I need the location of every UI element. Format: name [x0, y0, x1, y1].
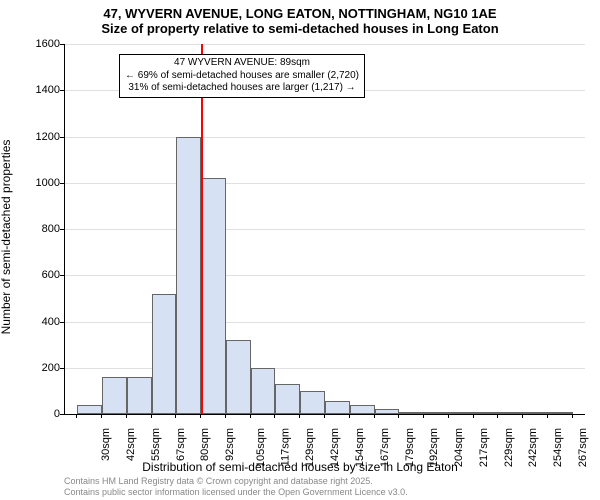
gridline	[65, 275, 585, 276]
y-tick-label: 0	[20, 408, 60, 420]
y-tick-label: 1000	[20, 177, 60, 189]
y-tick-mark	[60, 414, 64, 415]
histogram-bar	[226, 340, 251, 414]
x-tick-mark	[274, 414, 275, 418]
x-tick-label: 229sqm	[503, 428, 515, 467]
x-tick-label: 105sqm	[255, 428, 267, 467]
y-tick-label: 1600	[20, 38, 60, 50]
y-tick-mark	[60, 229, 64, 230]
x-tick-label: 167sqm	[379, 428, 391, 467]
x-tick-label: 117sqm	[279, 428, 291, 466]
x-tick-mark	[374, 414, 375, 418]
histogram-bar	[548, 412, 573, 414]
histogram-bar	[474, 412, 499, 414]
gridline	[65, 229, 585, 230]
x-tick-label: 217sqm	[478, 428, 490, 467]
x-tick-mark	[398, 414, 399, 418]
x-tick-mark	[522, 414, 523, 418]
x-tick-label: 129sqm	[305, 428, 317, 467]
histogram-bar	[127, 377, 152, 414]
histogram-bar	[251, 368, 276, 414]
plot-area	[64, 44, 585, 415]
x-tick-mark	[299, 414, 300, 418]
x-tick-label: 192sqm	[428, 428, 440, 467]
chart-title-line1: 47, WYVERN AVENUE, LONG EATON, NOTTINGHA…	[0, 0, 600, 21]
histogram-bar	[498, 412, 523, 414]
gridline	[65, 44, 585, 45]
x-tick-label: 254sqm	[552, 428, 564, 467]
footer-line2: Contains public sector information licen…	[64, 487, 408, 497]
x-tick-mark	[423, 414, 424, 418]
histogram-bar	[102, 377, 127, 414]
y-tick-label: 200	[20, 362, 60, 374]
y-tick-mark	[60, 44, 64, 45]
gridline	[65, 183, 585, 184]
y-tick-label: 1400	[20, 84, 60, 96]
x-tick-label: 42sqm	[125, 428, 137, 461]
chart-title-line2: Size of property relative to semi-detach…	[0, 21, 600, 40]
x-tick-mark	[473, 414, 474, 418]
y-tick-mark	[60, 90, 64, 91]
x-tick-mark	[497, 414, 498, 418]
x-tick-label: 67sqm	[175, 428, 187, 461]
y-tick-mark	[60, 368, 64, 369]
x-tick-label: 55sqm	[150, 428, 162, 461]
x-tick-mark	[101, 414, 102, 418]
histogram-bar	[77, 405, 102, 414]
x-tick-mark	[175, 414, 176, 418]
x-tick-label: 154sqm	[354, 428, 366, 467]
y-tick-label: 600	[20, 269, 60, 281]
histogram-bar	[275, 384, 300, 414]
x-tick-mark	[151, 414, 152, 418]
x-tick-label: 267sqm	[577, 428, 589, 467]
y-tick-mark	[60, 137, 64, 138]
histogram-bar	[399, 412, 424, 414]
histogram-bar	[523, 412, 548, 414]
histogram-bar	[449, 412, 474, 414]
x-tick-label: 242sqm	[527, 428, 539, 467]
x-tick-mark	[225, 414, 226, 418]
histogram-bar	[201, 178, 226, 414]
histogram-bar	[375, 409, 400, 414]
gridline	[65, 137, 585, 138]
reference-line	[201, 44, 203, 414]
histogram-bar	[350, 405, 375, 414]
histogram-bar	[176, 137, 201, 415]
x-tick-mark	[250, 414, 251, 418]
x-tick-label: 92sqm	[224, 428, 236, 461]
gridline	[65, 322, 585, 323]
x-tick-label: 179sqm	[404, 428, 416, 467]
y-tick-label: 800	[20, 223, 60, 235]
annotation-line3: 31% of semi-detached houses are larger (…	[125, 82, 359, 95]
x-tick-label: 204sqm	[453, 428, 465, 467]
x-tick-mark	[324, 414, 325, 418]
footer-credit: Contains HM Land Registry data © Crown c…	[64, 476, 408, 497]
histogram-bar	[300, 391, 325, 414]
x-tick-label: 30sqm	[100, 428, 112, 461]
x-tick-mark	[448, 414, 449, 418]
x-tick-mark	[547, 414, 548, 418]
histogram-bar	[325, 401, 350, 414]
y-tick-label: 400	[20, 316, 60, 328]
x-tick-mark	[126, 414, 127, 418]
y-tick-mark	[60, 183, 64, 184]
y-tick-mark	[60, 322, 64, 323]
gridline	[65, 368, 585, 369]
x-tick-label: 142sqm	[329, 428, 341, 467]
histogram-bar	[424, 412, 449, 414]
x-tick-mark	[76, 414, 77, 418]
x-tick-mark	[349, 414, 350, 418]
y-axis-label: Number of semi-detached properties	[0, 140, 13, 335]
annotation-box: 47 WYVERN AVENUE: 89sqm ← 69% of semi-de…	[119, 54, 365, 98]
x-tick-mark	[200, 414, 201, 418]
y-tick-label: 1200	[20, 131, 60, 143]
histogram-bar	[152, 294, 177, 414]
annotation-line2: ← 69% of semi-detached houses are smalle…	[125, 70, 359, 83]
x-tick-label: 80sqm	[199, 428, 211, 461]
y-tick-mark	[60, 275, 64, 276]
chart-container: 47, WYVERN AVENUE, LONG EATON, NOTTINGHA…	[0, 0, 600, 500]
footer-line1: Contains HM Land Registry data © Crown c…	[64, 476, 408, 486]
annotation-line1: 47 WYVERN AVENUE: 89sqm	[125, 57, 359, 70]
x-tick-mark	[572, 414, 573, 418]
